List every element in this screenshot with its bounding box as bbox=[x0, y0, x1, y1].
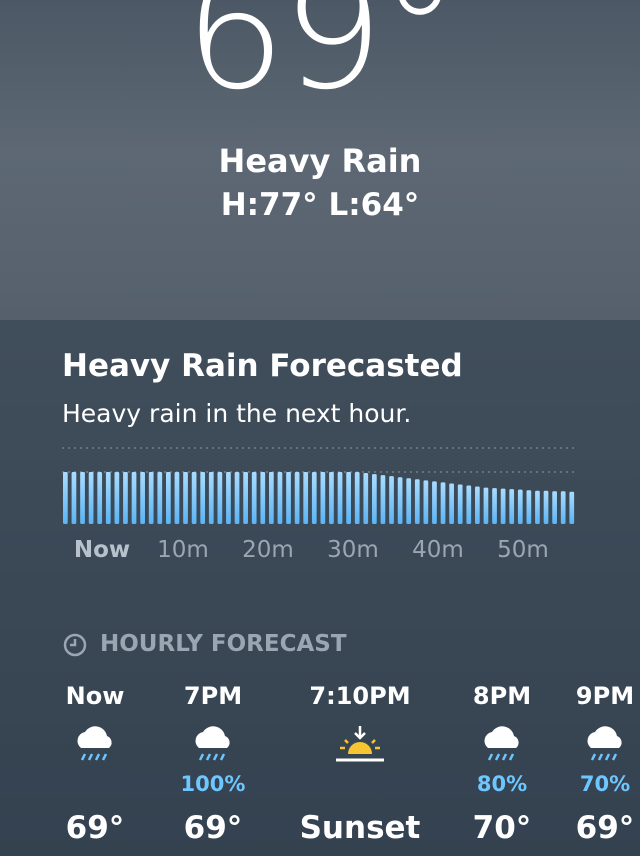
precip-bar bbox=[475, 486, 480, 524]
precip-bar bbox=[269, 472, 274, 524]
hour-time: Now bbox=[65, 682, 125, 710]
precip-bar bbox=[440, 482, 446, 524]
precip-chance: 70% bbox=[579, 772, 631, 796]
hour-time: 8PM bbox=[472, 682, 532, 710]
precip-bar bbox=[114, 472, 120, 524]
precip-bar bbox=[320, 472, 326, 524]
precip-bar bbox=[509, 489, 515, 524]
precip-bar bbox=[88, 472, 94, 524]
precip-bar bbox=[123, 472, 128, 524]
precip-bar bbox=[148, 472, 154, 524]
precip-bar bbox=[80, 472, 85, 524]
rain-icon bbox=[77, 726, 112, 761]
rain-icon bbox=[484, 726, 519, 761]
precip-bar bbox=[243, 472, 248, 524]
precip-bar bbox=[140, 472, 145, 524]
precip-bar bbox=[449, 483, 454, 524]
precip-subtitle: Heavy rain in the next hour. bbox=[62, 399, 412, 428]
precip-bar bbox=[208, 472, 214, 524]
hour-time: 9PM bbox=[575, 682, 635, 710]
hourly-header: HOURLY FORECAST bbox=[100, 631, 347, 657]
hour-temp: 69° bbox=[183, 810, 243, 846]
time-label: 30m bbox=[327, 537, 379, 563]
precip-bar bbox=[200, 472, 206, 524]
precip-bar bbox=[517, 489, 523, 524]
hour-temp: 70° bbox=[472, 810, 532, 846]
precip-bar bbox=[97, 472, 103, 524]
precip-title: Heavy Rain Forecasted bbox=[62, 348, 463, 384]
precip-bar bbox=[483, 487, 489, 524]
precip-bar bbox=[217, 472, 223, 524]
precip-bar bbox=[191, 472, 197, 524]
precip-bar bbox=[166, 472, 171, 524]
precip-bar bbox=[535, 490, 540, 524]
precip-bar bbox=[389, 476, 394, 524]
precip-bar bbox=[560, 491, 566, 524]
hour-time: 7:10PM bbox=[309, 682, 411, 710]
precip-bar bbox=[337, 472, 343, 524]
precip-bar bbox=[174, 472, 180, 524]
high-low: H:77° L:64° bbox=[220, 187, 420, 223]
precip-bar bbox=[397, 477, 403, 524]
precip-bar bbox=[329, 472, 334, 524]
precip-bar bbox=[294, 472, 300, 524]
precip-bar bbox=[277, 472, 283, 524]
precip-bar bbox=[354, 472, 360, 524]
sunset-icon bbox=[336, 726, 384, 762]
precip-bar bbox=[526, 490, 532, 524]
precip-bar bbox=[311, 472, 317, 524]
precip-bar bbox=[303, 472, 309, 524]
time-label: Now bbox=[74, 537, 130, 563]
precip-bar bbox=[63, 472, 68, 524]
current-temperature: 69° bbox=[184, 0, 460, 125]
hour-temp: Sunset bbox=[299, 810, 421, 846]
precip-bar bbox=[226, 472, 231, 524]
precip-bar bbox=[552, 491, 557, 524]
time-label: 50m bbox=[497, 537, 549, 563]
precip-bar bbox=[346, 472, 351, 524]
precip-bar bbox=[457, 484, 463, 524]
precip-bar bbox=[492, 488, 497, 524]
precip-bar bbox=[569, 491, 575, 524]
precip-bar bbox=[543, 490, 549, 524]
precip-bar bbox=[251, 472, 257, 524]
precip-bar bbox=[372, 474, 377, 524]
time-label: 40m bbox=[412, 537, 464, 563]
precip-chance: 80% bbox=[476, 772, 528, 796]
precip-bar bbox=[131, 472, 137, 524]
precip-bar bbox=[71, 472, 77, 524]
precip-chart: Now 10m 20m 30m 40m 50m bbox=[62, 447, 578, 563]
precip-bar bbox=[105, 472, 111, 524]
precip-bar bbox=[183, 472, 188, 524]
precip-bar bbox=[423, 480, 429, 524]
precip-bar bbox=[406, 478, 412, 524]
current-condition: Heavy Rain bbox=[218, 142, 422, 180]
precip-bar bbox=[414, 479, 420, 524]
hour-time: 7PM bbox=[183, 682, 243, 710]
precip-bar bbox=[432, 481, 437, 524]
rain-icon bbox=[587, 726, 622, 761]
forecast-card bbox=[0, 320, 640, 856]
precip-bar bbox=[234, 472, 240, 524]
precip-bar bbox=[466, 485, 472, 524]
precip-bar bbox=[157, 472, 163, 524]
precip-chance: 100% bbox=[180, 772, 246, 796]
hourly-forecast[interactable]: Now 69° 7PM 100% 69° 7:10PM Sunset 8PM 80% 70° 9PM… bbox=[0, 670, 640, 856]
precip-bar bbox=[380, 475, 386, 524]
time-label: 20m bbox=[242, 537, 294, 563]
precip-bar bbox=[260, 472, 266, 524]
hour-temp: 69° bbox=[65, 810, 125, 846]
hour-temp: 69° bbox=[575, 810, 635, 846]
precip-bar bbox=[363, 473, 369, 524]
precip-bar bbox=[286, 472, 291, 524]
clock-icon bbox=[63, 633, 87, 657]
time-label: 10m bbox=[157, 537, 209, 563]
precip-bar bbox=[500, 488, 506, 524]
rain-icon bbox=[195, 726, 230, 761]
